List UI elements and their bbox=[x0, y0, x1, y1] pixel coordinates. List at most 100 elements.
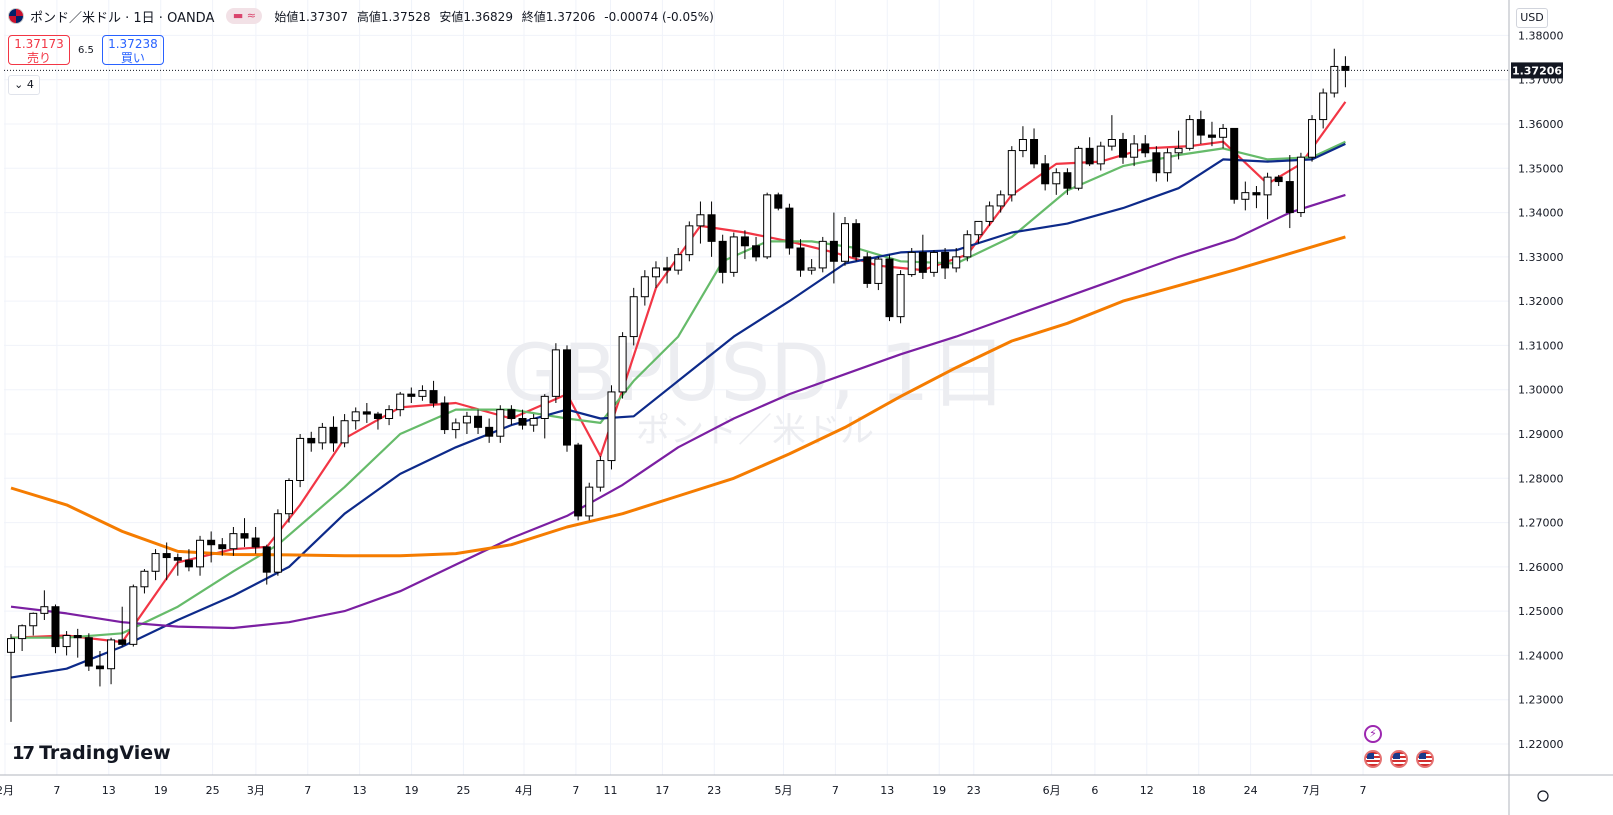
candle-down bbox=[84, 637, 93, 667]
x-tick-label: 17 bbox=[655, 784, 669, 797]
candle-down bbox=[218, 544, 227, 550]
buy-button[interactable]: 1.37238 買い bbox=[101, 35, 164, 65]
x-tick-label: 7 bbox=[572, 784, 579, 797]
buy-price: 1.37238 bbox=[108, 37, 158, 51]
candle-down bbox=[1196, 119, 1205, 136]
candle-up bbox=[640, 276, 649, 298]
symbol-title[interactable]: ポンド／米ドル · 1日 · OANDA bbox=[30, 10, 215, 26]
candle-up bbox=[585, 486, 594, 517]
candle-up bbox=[351, 411, 360, 422]
x-tick-label: 7 bbox=[53, 784, 60, 797]
compare-icon[interactable]: ▬ ≈ bbox=[226, 8, 263, 24]
candle-up bbox=[1296, 156, 1305, 214]
candle-up bbox=[296, 437, 305, 481]
candle-up bbox=[385, 409, 394, 419]
candle-up bbox=[996, 194, 1005, 207]
spread-value: 6.5 bbox=[78, 44, 94, 56]
x-tick-label: 4月 bbox=[515, 784, 533, 797]
candle-down bbox=[73, 635, 82, 639]
x-tick-label: 24 bbox=[1244, 784, 1258, 797]
open-label: 始値 bbox=[274, 9, 299, 24]
candle-down bbox=[752, 245, 761, 258]
high-value: 1.37528 bbox=[380, 9, 431, 24]
trade-panel: 1.37173 売り 6.5 1.37238 買い bbox=[8, 35, 164, 65]
candle-up bbox=[107, 639, 116, 670]
candle-up bbox=[62, 635, 71, 648]
candle-down bbox=[918, 251, 927, 273]
candle-up bbox=[18, 625, 27, 640]
candle-up bbox=[674, 254, 683, 271]
candle-down bbox=[329, 426, 338, 444]
candle-up bbox=[1130, 143, 1139, 158]
candle-up bbox=[1185, 119, 1194, 149]
ma-purple-line bbox=[10, 193, 1346, 630]
candle-up bbox=[1219, 127, 1228, 138]
last-price-label: 1.37206 bbox=[1512, 64, 1562, 77]
candle-up bbox=[1241, 192, 1250, 200]
candle-down bbox=[362, 411, 371, 415]
candle-down bbox=[118, 639, 127, 645]
candle-up bbox=[1107, 139, 1116, 147]
lightning-icon[interactable]: ⚡ bbox=[1364, 725, 1382, 743]
buy-label: 買い bbox=[120, 51, 145, 65]
watermark-symbol: GBPUSD, 1日 bbox=[503, 329, 1008, 419]
candle-up bbox=[29, 612, 38, 627]
x-tick-label: 25 bbox=[456, 784, 470, 797]
candle-up bbox=[418, 390, 427, 397]
candle-up bbox=[596, 460, 605, 488]
close-label: 終値 bbox=[521, 9, 546, 24]
sell-button[interactable]: 1.37173 売り bbox=[8, 35, 70, 65]
candle-down bbox=[518, 418, 527, 426]
x-tick-label: 13 bbox=[353, 784, 367, 797]
x-tick-label: 5月 bbox=[775, 784, 793, 797]
candle-up bbox=[140, 570, 149, 588]
candle-down bbox=[251, 537, 260, 548]
candle-up bbox=[1163, 152, 1172, 174]
y-tick-label: 1.36000 bbox=[1518, 118, 1564, 131]
candle-up bbox=[285, 480, 293, 515]
currency-button[interactable]: USD bbox=[1516, 8, 1548, 28]
tradingview-logo[interactable]: 17 TradingView bbox=[12, 742, 171, 764]
candle-down bbox=[663, 267, 672, 271]
candle-up bbox=[396, 393, 405, 411]
candle-up bbox=[963, 234, 972, 258]
indicator-count: 4 bbox=[26, 78, 34, 91]
x-tick-label: 19 bbox=[932, 784, 946, 797]
candle-up bbox=[1007, 150, 1016, 196]
candle-down bbox=[829, 240, 838, 262]
x-tick-label: 12 bbox=[1140, 784, 1154, 797]
candle-up bbox=[985, 205, 994, 222]
candle-up bbox=[1018, 139, 1027, 152]
candle-up bbox=[607, 391, 616, 462]
candle-up bbox=[729, 236, 738, 273]
y-tick-label: 1.25000 bbox=[1518, 605, 1564, 618]
change-value: -0.00074 (-0.05%) bbox=[604, 9, 714, 24]
us-flag-icon[interactable] bbox=[1390, 750, 1408, 768]
candle-down bbox=[207, 539, 216, 546]
ma-orange-line bbox=[10, 235, 1346, 558]
indicators-toggle[interactable]: ⌄ 4 bbox=[8, 75, 40, 95]
candle-up bbox=[529, 418, 538, 426]
candle-up bbox=[1308, 119, 1317, 158]
y-tick-label: 1.34000 bbox=[1518, 207, 1564, 220]
candle-down bbox=[563, 349, 571, 446]
x-tick-label: 25 bbox=[206, 784, 220, 797]
candle-down bbox=[1119, 139, 1127, 158]
y-tick-label: 1.38000 bbox=[1518, 29, 1564, 42]
us-flag-icon[interactable] bbox=[1364, 750, 1382, 768]
y-tick-label: 1.27000 bbox=[1518, 517, 1564, 530]
candle-up bbox=[229, 533, 238, 550]
chart-header: ポンド／米ドル · 1日 · OANDA ▬ ≈ 始値1.37307 高値1.3… bbox=[8, 6, 719, 26]
candle-up bbox=[763, 194, 772, 258]
candle-down bbox=[718, 240, 727, 273]
candle-down bbox=[162, 553, 171, 559]
candle-up bbox=[1074, 147, 1083, 189]
candle-up bbox=[841, 223, 849, 262]
candle-down bbox=[173, 557, 182, 561]
candle-up bbox=[696, 214, 705, 227]
y-tick-label: 1.33000 bbox=[1518, 251, 1564, 264]
candle-down bbox=[1041, 163, 1050, 185]
us-flag-icon[interactable] bbox=[1416, 750, 1434, 768]
gbp-usd-flag-icon bbox=[8, 8, 24, 24]
